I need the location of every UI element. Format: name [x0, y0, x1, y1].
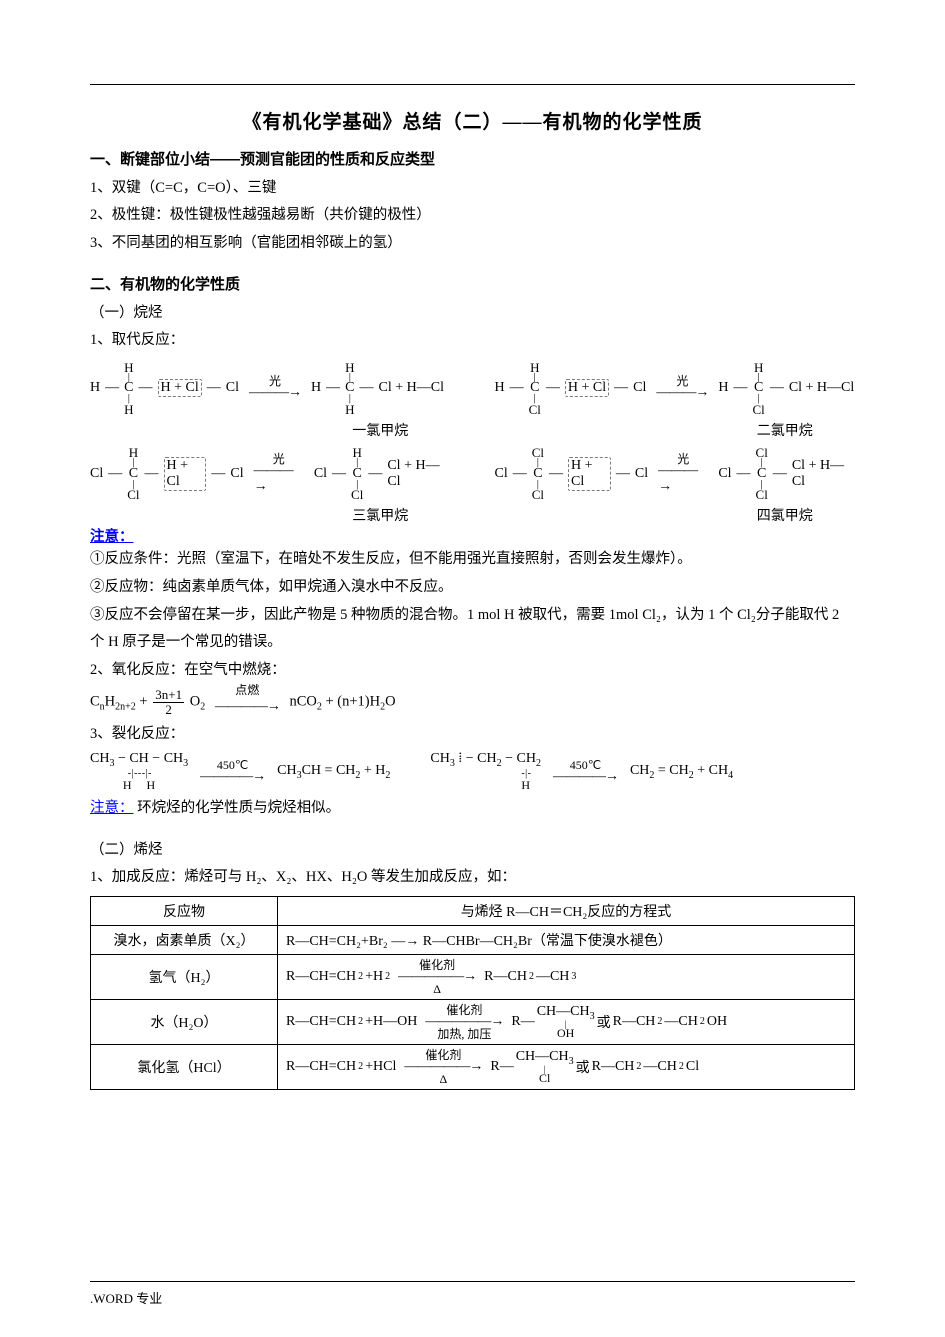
table-row: 水（H₂O） R—CH=CH2+H—OH 催化剂 —————→ 加热, 加压 R…: [91, 999, 855, 1044]
reagent-cell: 溴水，卤素单质（X₂）: [91, 925, 278, 954]
reagent-cell: 氢气（H₂）: [91, 954, 278, 999]
page: 《有机化学基础》总结（二）——有机物的化学性质 一、断键部位小结——预测官能团的…: [0, 0, 945, 1337]
sub2-heading: （二）烯烃: [90, 837, 855, 865]
sub1-item1: 1、取代反应：: [90, 327, 855, 355]
note-ring: 注意： 环烷烃的化学性质与烷烃相似。: [90, 795, 855, 823]
note1: ①反应条件：光照（室温下，在暗处不发生反应，但不能用强光直接照射，否则会发生爆炸…: [90, 546, 855, 574]
equation-cell: R—CH=CH₂+Br₂ —→ R—CHBr—CH₂Br（常温下使溴水褪色）: [278, 925, 855, 954]
product-label-1: 一氯甲烷: [310, 420, 451, 440]
equation-cell: R—CH=CH2+H2 催化剂 —————→ Δ R—CH2—CH3: [278, 954, 855, 999]
th-reagent: 反应物: [91, 896, 278, 925]
reagent-cell: 氯化氢（HCl）: [91, 1044, 278, 1089]
equation-cell: R—CH=CH2+HCl 催化剂 —————→ Δ R—CH—CH3|Cl 或 …: [278, 1044, 855, 1089]
rxn-row-1: H— H|C|H —H + Cl—Cl 光———→ H— H|C|H —Cl +…: [90, 355, 855, 440]
sub1-item2: 2、氧化反应：在空气中燃烧：: [90, 657, 855, 685]
product-label-3: 三氯甲烷: [310, 505, 451, 525]
note2: ②反应物：纯卤素单质气体，如甲烷通入溴水中不反应。: [90, 574, 855, 602]
note3: ③反应不会停留在某一步，因此产物是 5 种物质的混合物。1 mol H 被取代，…: [90, 602, 855, 657]
th-equation: 与烯烃 R—CH＝CH₂反应的方程式: [278, 896, 855, 925]
sub1-item3: 3、裂化反应：: [90, 721, 855, 749]
equation-cell: R—CH=CH2+H—OH 催化剂 —————→ 加热, 加压 R—CH—CH3…: [278, 999, 855, 1044]
table-row: 氯化氢（HCl） R—CH=CH2+HCl 催化剂 —————→ Δ R—CH—…: [91, 1044, 855, 1089]
section1-heading: 一、断键部位小结——预测官能团的性质和反应类型: [90, 146, 855, 175]
table-header-row: 反应物 与烯烃 R—CH＝CH₂反应的方程式: [91, 896, 855, 925]
footer: .WORD 专业: [90, 1281, 855, 1307]
section1-item3: 3、不同基团的相互影响（官能团相邻碳上的氢）: [90, 230, 855, 258]
addition-table: 反应物 与烯烃 R—CH＝CH₂反应的方程式 溴水，卤素单质（X₂） R—CH=…: [90, 896, 855, 1090]
section1-item2: 2、极性键：极性键极性越强越易断（共价键的极性）: [90, 202, 855, 230]
reagent-cell: 水（H₂O）: [91, 999, 278, 1044]
table-row: 溴水，卤素单质（X₂） R—CH=CH₂+Br₂ —→ R—CHBr—CH₂Br…: [91, 925, 855, 954]
product-label-2: 二氯甲烷: [715, 420, 856, 440]
sub1-heading: （一）烷烃: [90, 300, 855, 328]
table-row: 氢气（H₂） R—CH=CH2+H2 催化剂 —————→ Δ R—CH2—CH…: [91, 954, 855, 999]
sub2-item1: 1、加成反应：烯烃可与 H₂、X₂、HX、H₂O 等发生加成反应，如：: [90, 864, 855, 892]
section2-heading: 二、有机物的化学性质: [90, 271, 855, 300]
notes-label: 注意：: [90, 529, 134, 545]
section1-item1: 1、双键（C=C，C=O）、三键: [90, 175, 855, 203]
combustion-eq: CnH2n+2 + 3n+12 O2 点燃————→ nCO2 + (n+1)H…: [90, 684, 855, 721]
product-label-4: 四氯甲烷: [715, 505, 856, 525]
rxn-row-2: Cl— H|C|Cl —H + Cl—Cl 光———→ Cl— H|C|Cl —…: [90, 440, 855, 525]
top-rule: [90, 84, 855, 85]
page-title: 《有机化学基础》总结（二）——有机物的化学性质: [90, 107, 855, 134]
crack-row: CH3 − CH − CH3 - | - - - | - H H 450℃———…: [90, 752, 855, 791]
